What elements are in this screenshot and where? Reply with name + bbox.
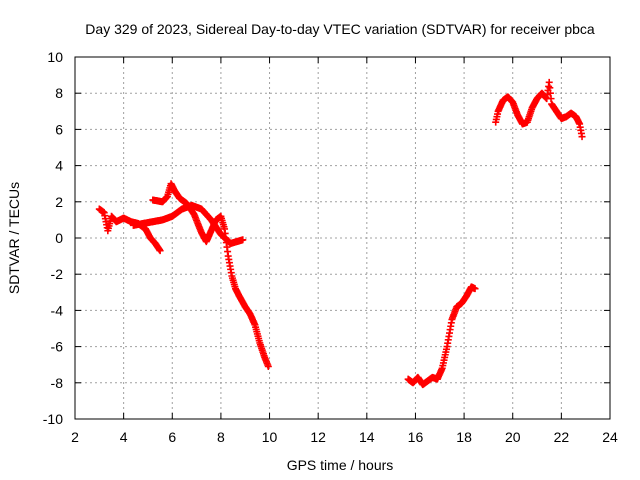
y-tick-label: -4	[51, 302, 64, 318]
data-point	[264, 363, 272, 371]
y-axis-label: SDTVAR / TECUs	[6, 182, 22, 294]
y-tick-label: 2	[55, 194, 63, 210]
data-layer	[95, 78, 586, 389]
x-axis-label: GPS time / hours	[287, 457, 394, 473]
series-evening	[492, 78, 586, 141]
x-tick-label: 10	[262, 429, 278, 445]
grid-layer	[75, 57, 610, 419]
x-tick-label: 24	[602, 429, 618, 445]
y-tick-label: 6	[55, 121, 63, 137]
x-tick-label: 18	[456, 429, 472, 445]
x-tick-label: 12	[310, 429, 326, 445]
y-tick-label: 0	[55, 230, 63, 246]
data-point	[239, 236, 247, 244]
data-point	[156, 247, 164, 255]
y-tick-label: -8	[51, 375, 64, 391]
data-point	[578, 133, 586, 141]
series-afternoon-rise	[404, 283, 479, 389]
y-tick-label: -6	[51, 339, 64, 355]
y-tick-label: -10	[43, 411, 63, 427]
y-tick-label: -2	[51, 266, 64, 282]
x-tick-label: 4	[120, 429, 128, 445]
data-point	[471, 285, 479, 293]
x-tick-label: 8	[217, 429, 225, 445]
y-tick-label: 10	[47, 49, 63, 65]
chart-title: Day 329 of 2023, Sidereal Day-to-day VTE…	[85, 21, 595, 37]
x-tick-label: 20	[505, 429, 521, 445]
x-tick-label: 14	[359, 429, 375, 445]
x-tick-label: 6	[168, 429, 176, 445]
y-tick-label: 4	[55, 158, 63, 174]
series-main-arc	[149, 180, 272, 371]
y-tick-label: 8	[55, 85, 63, 101]
x-tick-label: 2	[71, 429, 79, 445]
x-tick-label: 22	[554, 429, 570, 445]
x-tick-label: 16	[408, 429, 424, 445]
